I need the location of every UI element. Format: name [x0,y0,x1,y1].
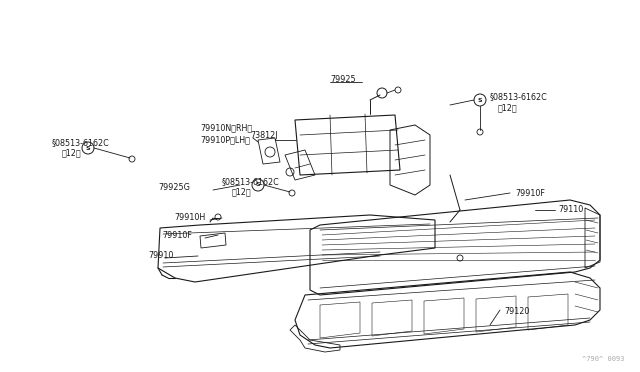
Text: S: S [256,183,260,187]
Text: ^790^ 0093: ^790^ 0093 [582,356,625,362]
Text: §08513-6162C: §08513-6162C [222,177,280,186]
Text: （12）: （12） [62,148,82,157]
Text: §08513-6162C: §08513-6162C [490,93,548,102]
Text: §08513-6162C: §08513-6162C [52,138,109,148]
Text: S: S [477,97,483,103]
Text: 79910H: 79910H [174,214,205,222]
Text: 79925: 79925 [330,74,356,83]
Text: 73812J: 73812J [250,131,278,140]
Text: 79910N〈RH〉: 79910N〈RH〉 [200,124,252,132]
Text: 79120: 79120 [504,308,529,317]
Text: 79910F: 79910F [515,189,545,198]
Text: （12）: （12） [498,103,518,112]
Text: 79910P〈LH〉: 79910P〈LH〉 [200,135,250,144]
Text: 79910F: 79910F [162,231,192,241]
Text: S: S [86,145,90,151]
Text: 79110: 79110 [558,205,583,215]
Text: （12）: （12） [232,187,252,196]
Text: 79910: 79910 [148,251,173,260]
Text: 79925G: 79925G [158,183,190,192]
